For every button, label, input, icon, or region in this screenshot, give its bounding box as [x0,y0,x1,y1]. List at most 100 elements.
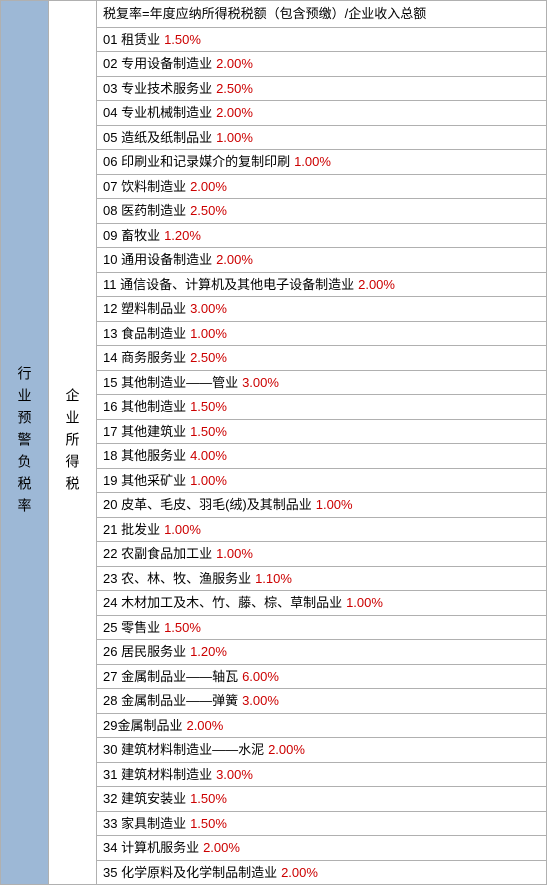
table-row: 01 租赁业1.50% [97,28,546,53]
row-label: 11 通信设备、计算机及其他电子设备制造业 [103,275,354,295]
row-value: 2.00% [216,250,253,270]
row-label: 34 计算机服务业 [103,838,199,858]
table-row: 33 家具制造业1.50% [97,812,546,837]
row-value: 6.00% [242,667,279,687]
row-value: 1.50% [190,789,227,809]
row-value: 2.00% [190,177,227,197]
row-value: 1.00% [190,471,227,491]
row-label: 08 医药制造业 [103,201,186,221]
row-value: 1.00% [316,495,353,515]
row-label: 05 造纸及纸制品业 [103,128,212,148]
table-row: 27 金属制品业——轴瓦6.00% [97,665,546,690]
table-row: 19 其他采矿业1.00% [97,469,546,494]
row-label: 16 其他制造业 [103,397,186,417]
row-label: 06 印刷业和记录媒介的复制印刷 [103,152,290,172]
row-value: 1.50% [164,30,201,50]
row-label: 12 塑料制品业 [103,299,186,319]
row-value: 2.00% [216,54,253,74]
row-label: 19 其他采矿业 [103,471,186,491]
row-value: 2.00% [216,103,253,123]
row-value: 2.00% [186,716,223,736]
row-value: 1.10% [255,569,292,589]
row-label: 20 皮革、毛皮、羽毛(绒)及其制品业 [103,495,312,515]
table-row: 02 专用设备制造业2.00% [97,52,546,77]
row-value: 1.00% [216,128,253,148]
table-row: 25 零售业1.50% [97,616,546,641]
row-value: 2.00% [281,863,318,883]
row-label: 26 居民服务业 [103,642,186,662]
row-label: 03 专业技术服务业 [103,79,212,99]
table-row: 13 食品制造业1.00% [97,322,546,347]
row-label: 21 批发业 [103,520,160,540]
mid-header-cell: 企业所得税 [49,1,97,884]
row-value: 2.00% [203,838,240,858]
row-value: 1.00% [164,520,201,540]
row-value: 3.00% [216,765,253,785]
table-row: 14 商务服务业2.50% [97,346,546,371]
row-label: 35 化学原料及化学制品制造业 [103,863,277,883]
row-value: 3.00% [190,299,227,319]
tax-rate-table: 行业预警负税率 企业所得税 税复率=年度应纳所得税税额（包含预缴）/企业收入总额… [0,0,547,885]
table-row: 34 计算机服务业2.00% [97,836,546,861]
row-label: 17 其他建筑业 [103,422,186,442]
table-row: 06 印刷业和记录媒介的复制印刷1.00% [97,150,546,175]
row-label: 18 其他服务业 [103,446,186,466]
table-row: 03 专业技术服务业2.50% [97,77,546,102]
row-value: 1.50% [190,814,227,834]
row-value: 1.50% [190,397,227,417]
row-value: 1.20% [164,226,201,246]
row-value: 1.50% [190,422,227,442]
row-label: 32 建筑安装业 [103,789,186,809]
left-header-cell: 行业预警负税率 [1,1,49,884]
row-label: 24 木材加工及木、竹、藤、棕、草制品业 [103,593,342,613]
row-value: 3.00% [242,373,279,393]
data-column: 税复率=年度应纳所得税税额（包含预缴）/企业收入总额 01 租赁业1.50%02… [97,1,546,884]
row-label: 09 畜牧业 [103,226,160,246]
table-row: 07 饮料制造业2.00% [97,175,546,200]
table-row: 12 塑料制品业3.00% [97,297,546,322]
table-row: 17 其他建筑业1.50% [97,420,546,445]
row-value: 4.00% [190,446,227,466]
table-row: 28 金属制品业——弹簧3.00% [97,689,546,714]
row-value: 2.50% [190,201,227,221]
table-row: 31 建筑材料制造业3.00% [97,763,546,788]
row-label: 02 专用设备制造业 [103,54,212,74]
table-row: 21 批发业1.00% [97,518,546,543]
row-label: 23 农、林、牧、渔服务业 [103,569,251,589]
left-header-text: 行业预警负税率 [15,366,35,520]
row-label: 14 商务服务业 [103,348,186,368]
row-value: 2.00% [268,740,305,760]
row-label: 10 通用设备制造业 [103,250,212,270]
row-value: 3.00% [242,691,279,711]
table-row: 11 通信设备、计算机及其他电子设备制造业2.00% [97,273,546,298]
table-row: 24 木材加工及木、竹、藤、棕、草制品业1.00% [97,591,546,616]
row-value: 1.20% [190,642,227,662]
table-row: 23 农、林、牧、渔服务业1.10% [97,567,546,592]
row-label: 01 租赁业 [103,30,160,50]
table-row: 30 建筑材料制造业——水泥2.00% [97,738,546,763]
table-row: 05 造纸及纸制品业1.00% [97,126,546,151]
table-row: 32 建筑安装业1.50% [97,787,546,812]
row-label: 25 零售业 [103,618,160,638]
row-value: 2.50% [216,79,253,99]
row-value: 2.50% [190,348,227,368]
row-label: 15 其他制造业——管业 [103,373,238,393]
row-label: 13 食品制造业 [103,324,186,344]
table-row: 26 居民服务业1.20% [97,640,546,665]
table-row: 08 医药制造业2.50% [97,199,546,224]
table-row: 18 其他服务业4.00% [97,444,546,469]
row-value: 1.00% [190,324,227,344]
row-value: 1.00% [216,544,253,564]
formula-header: 税复率=年度应纳所得税税额（包含预缴）/企业收入总额 [97,1,546,28]
row-label: 27 金属制品业——轴瓦 [103,667,238,687]
table-row: 29金属制品业2.00% [97,714,546,739]
mid-header-text: 企业所得税 [63,388,83,498]
row-label: 22 农副食品加工业 [103,544,212,564]
table-row: 20 皮革、毛皮、羽毛(绒)及其制品业1.00% [97,493,546,518]
table-row: 10 通用设备制造业2.00% [97,248,546,273]
row-label: 07 饮料制造业 [103,177,186,197]
row-value: 1.00% [346,593,383,613]
row-label: 04 专业机械制造业 [103,103,212,123]
row-label: 31 建筑材料制造业 [103,765,212,785]
row-label: 29金属制品业 [103,716,182,736]
